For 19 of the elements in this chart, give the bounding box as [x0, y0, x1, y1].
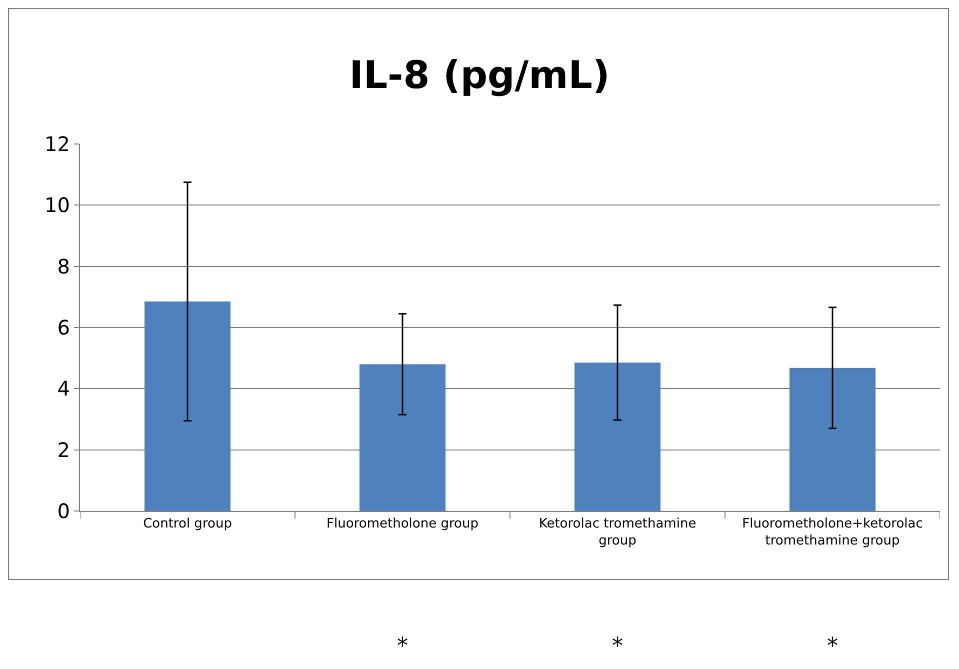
- y-tick-label: 2: [57, 438, 70, 462]
- chart-title: IL-8 (pg/mL): [349, 53, 610, 98]
- y-tick-label: 10: [44, 193, 70, 218]
- y-tick-label: 8: [57, 254, 70, 278]
- y-tick-label: 12: [44, 132, 70, 156]
- y-tick-label: 6: [57, 316, 70, 340]
- y-tick-label: 0: [57, 499, 70, 523]
- bar: [360, 364, 446, 511]
- text: *: [612, 634, 623, 659]
- x-tick-label: Ketorolac tromethamine group: [538, 516, 696, 548]
- bar: [574, 362, 660, 511]
- text: *: [827, 634, 838, 659]
- x-tick-label: Fluorometholone+ketorolac tromethamine group: [742, 516, 923, 548]
- bar: [790, 368, 876, 511]
- x-tick-label: Control group: [143, 516, 232, 532]
- x-tick-label: Fluorometholone group: [326, 516, 478, 532]
- text: *: [397, 634, 408, 659]
- y-tick-label: 4: [57, 376, 70, 401]
- bar: [144, 302, 230, 511]
